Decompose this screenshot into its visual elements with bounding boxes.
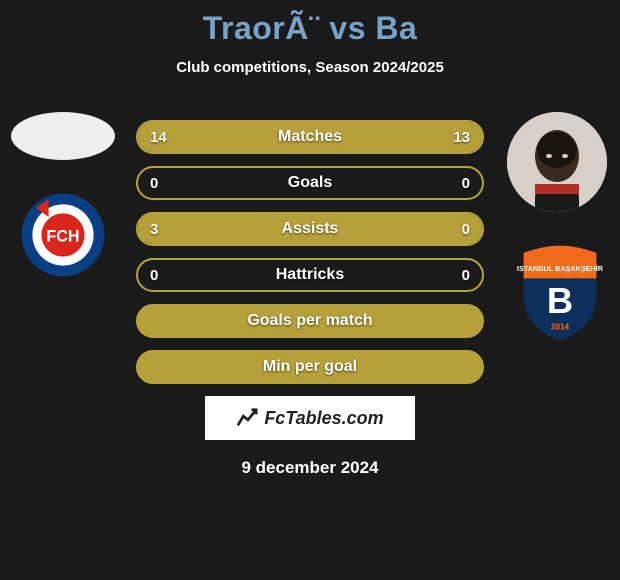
svg-text:B: B [547,280,573,321]
branding-text: FcTables.com [264,408,383,429]
stat-label: Assists [138,214,482,244]
player-right-avatar [507,112,607,212]
page-title: TraorÃ¨ vs Ba [0,0,620,47]
stat-label: Goals per match [247,312,372,330]
player-right-club-badge: ISTANBUL BAŞAKŞEHİR B 2014 [512,242,602,332]
player-left-club-badge: FCH [18,190,108,280]
chart-icon [236,407,258,429]
stat-row-matches: 14 Matches 13 [136,120,484,154]
page-subtitle: Club competitions, Season 2024/2025 [0,59,620,76]
svg-text:2014: 2014 [551,322,570,331]
stat-value-right: 13 [453,122,470,152]
branding-badge: FcTables.com [205,396,415,440]
stat-label: Goals [138,168,482,198]
stat-value-right: 0 [462,168,470,198]
stat-label: Min per goal [263,358,357,376]
date-text: 9 december 2024 [136,458,484,478]
stat-row-assists: 3 Assists 0 [136,212,484,246]
stat-value-right: 0 [462,260,470,290]
stat-row-min-per-goal: Min per goal [136,350,484,384]
stat-row-goals: 0 Goals 0 [136,166,484,200]
player-left-avatar [11,112,115,160]
svg-text:ISTANBUL BAŞAKŞEHİR: ISTANBUL BAŞAKŞEHİR [517,264,604,273]
stat-label: Matches [138,122,482,152]
stat-row-goals-per-match: Goals per match [136,304,484,338]
stat-value-right: 0 [462,214,470,244]
left-player-column: FCH [8,112,118,280]
stat-row-hattricks: 0 Hattricks 0 [136,258,484,292]
stats-panel: 14 Matches 13 0 Goals 0 3 Assists 0 0 Ha… [136,120,484,478]
stat-label: Hattricks [138,260,482,290]
right-player-column: ISTANBUL BAŞAKŞEHİR B 2014 [502,112,612,332]
svg-text:FCH: FCH [46,227,79,245]
